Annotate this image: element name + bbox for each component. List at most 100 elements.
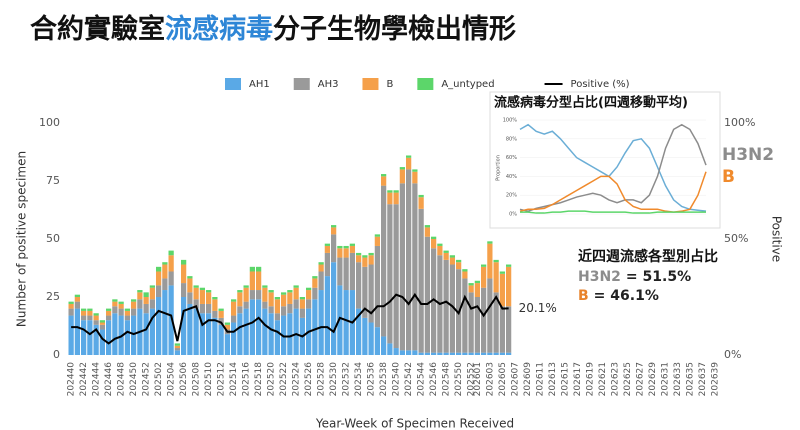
x-tick-label: 202440 (67, 362, 77, 397)
bar-segment (324, 252, 330, 277)
bar-segment (368, 264, 374, 323)
bar-segment (256, 266, 262, 272)
bar-segment (449, 257, 455, 265)
bar-segment (393, 192, 399, 205)
bar-segment (74, 297, 80, 302)
y-axis-label: Number of positive specimen (15, 151, 29, 327)
bar-segment (387, 204, 393, 344)
bar-segment (206, 290, 212, 293)
summary-type: H3N2 (578, 269, 621, 285)
bar-segment (306, 290, 312, 300)
bar-segment (112, 313, 118, 355)
bar-segment (337, 245, 343, 249)
bar-segment (149, 287, 155, 300)
bar-segment (312, 278, 318, 288)
x-tick-label: 202444 (92, 362, 102, 397)
bar-segment (93, 313, 99, 316)
bar-segment (206, 303, 212, 314)
inset-y-label: Proportion (496, 155, 502, 181)
bar-segment (331, 225, 337, 228)
summary-value: = 46.1% (594, 288, 659, 304)
bar-segment (262, 308, 268, 355)
bar-segment (81, 315, 87, 321)
bar-segment (331, 234, 337, 263)
bar-segment (206, 292, 212, 304)
bar-segment (174, 350, 180, 355)
bar-segment (93, 315, 99, 321)
bar-segment (299, 308, 305, 318)
bar-segment (181, 283, 187, 297)
bar-segment (312, 276, 318, 279)
bar-segment (506, 306, 512, 353)
x-tick-label: 202627 (635, 362, 645, 396)
bar-segment (381, 174, 387, 177)
legend-swatch (417, 78, 434, 90)
inset-y-tick-label: 20% (506, 193, 517, 199)
summary-type: B (578, 288, 589, 304)
bar-segment (237, 290, 243, 293)
x-tick-label: 202442 (79, 362, 89, 396)
bar-segment (249, 290, 255, 300)
bar-segment (81, 320, 87, 355)
bar-segment (174, 348, 180, 351)
series-end-label: H3N2 (722, 145, 774, 165)
bar-segment (68, 303, 74, 309)
bar-segment (368, 322, 374, 355)
bar-segment (499, 306, 505, 353)
legend-label: Positive (%) (571, 79, 630, 90)
bar-segment (399, 169, 405, 184)
bar-segment (274, 297, 280, 300)
inset-y-tick-label: 40% (506, 174, 517, 180)
legend-label: A_untyped (441, 79, 494, 90)
bar-segment (143, 313, 149, 355)
bar-segment (343, 248, 349, 258)
bar-segment (249, 266, 255, 272)
bar-segment (106, 308, 112, 311)
bar-segment (99, 329, 105, 355)
bar-segment (193, 285, 199, 288)
bar-segment (193, 308, 199, 355)
summary-value: = 51.5% (626, 269, 691, 285)
bar-segment (318, 264, 324, 272)
bar-segment (112, 306, 118, 314)
bar-segment (374, 245, 380, 328)
inset-line (520, 210, 706, 214)
bar-segment (324, 245, 330, 253)
bar-segment (274, 313, 280, 321)
bar-segment (456, 259, 462, 263)
bar-segment (368, 255, 374, 265)
bar-segment (337, 257, 343, 286)
y2-axis-label: Positive (770, 216, 784, 262)
bar-segment (156, 285, 162, 297)
bar-segment (487, 243, 493, 279)
bar-segment (343, 257, 349, 291)
bar-segment (149, 285, 155, 288)
bar-segment (468, 285, 474, 293)
y-tick-label: 75 (46, 174, 60, 187)
x-tick-label: 202611 (535, 362, 545, 396)
bar-segment (231, 315, 237, 323)
bar-segment (437, 243, 443, 246)
x-tick-label: 202502 (154, 362, 164, 396)
bar-segment (224, 334, 230, 355)
y-tick-label: 25 (46, 290, 60, 303)
bar-segment (212, 297, 218, 300)
bar-segment (399, 167, 405, 170)
bar-segment (118, 303, 124, 309)
bar-segment (468, 292, 474, 353)
x-tick-label: 202637 (698, 362, 708, 396)
bar-segment (418, 208, 424, 353)
end-label: 20.1% (519, 301, 557, 315)
x-tick-label: 202508 (192, 362, 202, 397)
bar-segment (474, 297, 480, 353)
bar-segment (443, 252, 449, 260)
x-tick-label: 202607 (510, 362, 520, 396)
bar-segment (68, 315, 74, 355)
x-tick-label: 202526 (304, 362, 314, 397)
bar-segment (243, 308, 249, 355)
bar-segment (462, 269, 468, 272)
x-tick-label: 202542 (404, 362, 414, 396)
bar-segment (299, 297, 305, 300)
x-tick-label: 202639 (710, 362, 720, 397)
legend-swatch (362, 78, 379, 90)
